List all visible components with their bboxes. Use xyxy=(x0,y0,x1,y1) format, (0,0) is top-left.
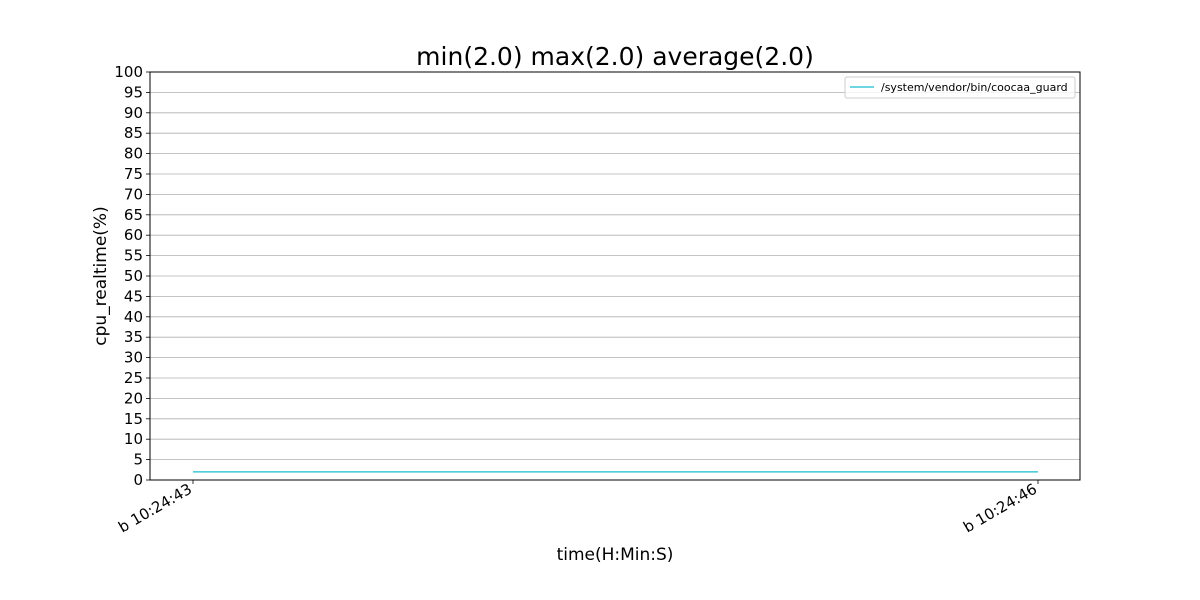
y-tick-label: 75 xyxy=(124,165,143,183)
y-tick-label: 20 xyxy=(124,389,143,407)
y-tick-label: 80 xyxy=(124,145,143,163)
y-tick-label: 65 xyxy=(124,206,143,224)
y-tick-label: 30 xyxy=(124,349,143,367)
y-axis-label: cpu_realtime(%) xyxy=(91,206,111,345)
y-tick-label: 60 xyxy=(124,226,143,244)
y-tick-label: 50 xyxy=(124,267,143,285)
y-axis-ticks: 0 5 10 15 20 25 30 35 40 45 50 55 60 65 70 75 80 85 90 95 10… xyxy=(114,63,150,489)
legend-box xyxy=(844,76,1076,99)
y-tick-label: 55 xyxy=(124,247,143,265)
chart-title: min(2.0) max(2.0) average(2.0) xyxy=(416,42,814,71)
y-tick-label: 15 xyxy=(124,410,143,428)
y-tick-label: 40 xyxy=(124,308,143,326)
legend-entry-label: /system/vendor/bin/coocaa_guard xyxy=(881,81,1068,94)
legend: /system/vendor/bin/coocaa_guard xyxy=(844,76,1076,99)
y-tick-label: 95 xyxy=(124,83,143,101)
y-tick-label: 100 xyxy=(114,63,143,81)
x-axis-label: time(H:Min:S) xyxy=(557,545,674,565)
y-tick-label: 10 xyxy=(124,430,143,448)
y-tick-label: 85 xyxy=(124,124,143,142)
y-tick-label: 5 xyxy=(133,451,143,469)
y-tick-label: 90 xyxy=(124,104,143,122)
y-tick-label: 25 xyxy=(124,369,143,387)
grid-lines xyxy=(150,71,1080,481)
y-tick-label: 45 xyxy=(124,287,143,305)
y-tick-label: 70 xyxy=(124,185,143,203)
y-tick-label: 0 xyxy=(133,471,143,489)
y-tick-label: 35 xyxy=(124,328,143,346)
